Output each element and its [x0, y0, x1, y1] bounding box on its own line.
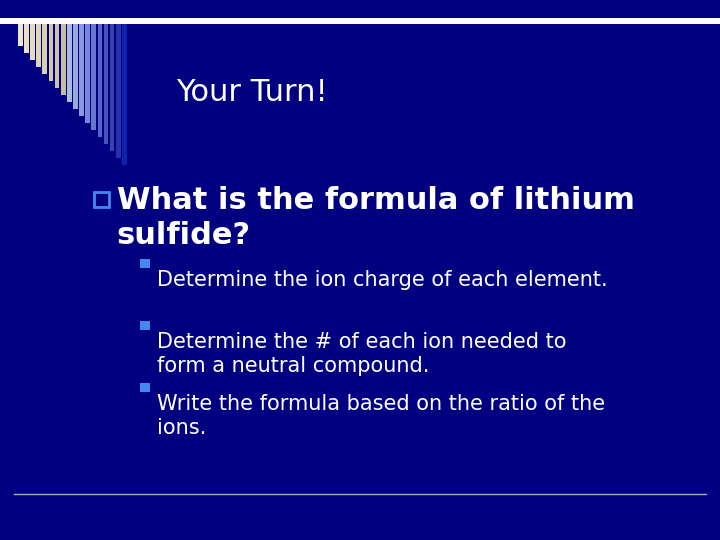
- Bar: [98, 24, 102, 137]
- Bar: [30, 24, 35, 60]
- Bar: [36, 24, 41, 67]
- Text: What is the formula of lithium
sulfide?: What is the formula of lithium sulfide?: [117, 186, 634, 250]
- Text: Write the formula based on the ratio of the
ions.: Write the formula based on the ratio of …: [157, 394, 605, 438]
- Bar: [109, 24, 114, 151]
- Bar: [116, 24, 121, 158]
- Bar: [55, 24, 60, 88]
- Bar: [73, 24, 78, 109]
- Bar: [42, 24, 48, 74]
- Text: Determine the # of each ion needed to
form a neutral compound.: Determine the # of each ion needed to fo…: [157, 332, 567, 376]
- Bar: [140, 259, 150, 268]
- Bar: [91, 24, 96, 130]
- Text: Determine the ion charge of each element.: Determine the ion charge of each element…: [157, 270, 608, 290]
- Bar: [140, 383, 150, 392]
- Bar: [67, 24, 72, 102]
- Bar: [24, 24, 29, 53]
- Bar: [60, 24, 66, 95]
- Bar: [85, 24, 90, 123]
- Bar: [104, 24, 109, 144]
- Bar: [0, 18, 720, 24]
- Text: Your Turn!: Your Turn!: [176, 78, 328, 107]
- Bar: [140, 321, 150, 330]
- Bar: [49, 24, 53, 81]
- Bar: [18, 24, 23, 46]
- Bar: [122, 24, 127, 165]
- Bar: [79, 24, 84, 116]
- Bar: [94, 192, 109, 207]
